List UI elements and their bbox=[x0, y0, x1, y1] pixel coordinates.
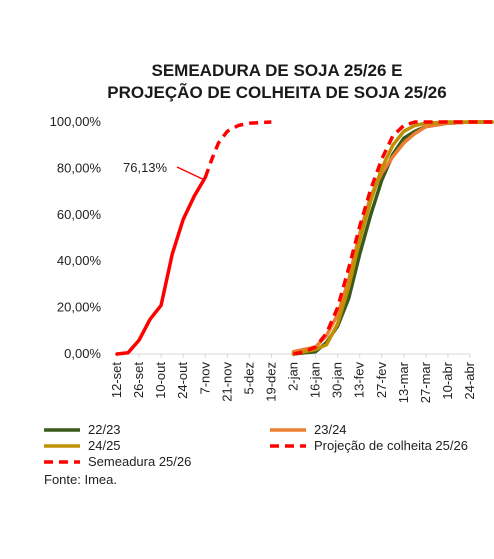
x-tick-label: 12-set bbox=[109, 362, 124, 399]
x-tick-label: 13-mar bbox=[396, 361, 411, 403]
x-tick-label: 5-dez bbox=[241, 362, 256, 395]
annotation-label: 76,13% bbox=[123, 160, 168, 175]
x-tick-label: 10-abr bbox=[440, 361, 455, 399]
axes: 0,00% 20,00% 40,00% 60,00% 80,00% 100,00% 12-s… bbox=[50, 114, 477, 403]
y-tick-label: 20,00% bbox=[57, 300, 102, 315]
x-tick-label: 13-fev bbox=[352, 362, 367, 399]
y-tick-label: 100,00% bbox=[50, 114, 102, 129]
y-tick-label: 60,00% bbox=[57, 207, 102, 222]
legend-label: 24/25 bbox=[88, 438, 121, 453]
series-line-24-25 bbox=[291, 120, 494, 356]
series-line-23-24 bbox=[291, 120, 494, 354]
series-line-proje-o-de-colheita-25-26 bbox=[293, 120, 493, 356]
x-tick-label: 27-mar bbox=[418, 361, 433, 403]
annotation-leader bbox=[176, 166, 204, 181]
x-tick-label: 30-jan bbox=[330, 362, 345, 398]
series-line-semeadura-25-26 bbox=[203, 120, 272, 178]
x-tick-label: 26-set bbox=[131, 362, 146, 399]
chart-title-line2: PROJEÇÃO DE COLHEITA DE SOJA 25/26 bbox=[107, 82, 446, 102]
x-tick-label: 21-nov bbox=[219, 362, 234, 402]
legend-label: 23/24 bbox=[314, 422, 347, 437]
x-tick-label: 16-jan bbox=[308, 362, 323, 398]
x-tick-label: 7-nov bbox=[197, 362, 212, 395]
series-line-semeadura-25-26 bbox=[115, 175, 208, 356]
x-tick-label: 10-out bbox=[153, 362, 168, 399]
legend-label: Projeção de colheita 25/26 bbox=[314, 438, 468, 453]
series-group bbox=[115, 120, 494, 356]
x-tick-label: 2-jan bbox=[286, 362, 301, 391]
y-tick-label: 0,00% bbox=[64, 346, 101, 361]
x-tick-label: 27-fev bbox=[374, 362, 389, 399]
source-note: Fonte: Imea. bbox=[44, 472, 117, 487]
chart-title-line1: SEMEADURA DE SOJA 25/26 E bbox=[152, 61, 403, 80]
legend-label: Semeadura 25/26 bbox=[88, 454, 191, 469]
y-tick-label: 80,00% bbox=[57, 160, 102, 175]
x-tick-label: 24-out bbox=[175, 362, 190, 399]
legend-label: 22/23 bbox=[88, 422, 121, 437]
y-tick-label: 40,00% bbox=[57, 253, 102, 268]
x-tick-label: 19-dez bbox=[263, 362, 278, 402]
x-tick-label: 24-abr bbox=[462, 361, 477, 399]
legend: 22/23 23/24 24/25 Projeção de colheita 25/2… bbox=[44, 422, 468, 469]
annotations: 76,13% bbox=[123, 160, 204, 181]
